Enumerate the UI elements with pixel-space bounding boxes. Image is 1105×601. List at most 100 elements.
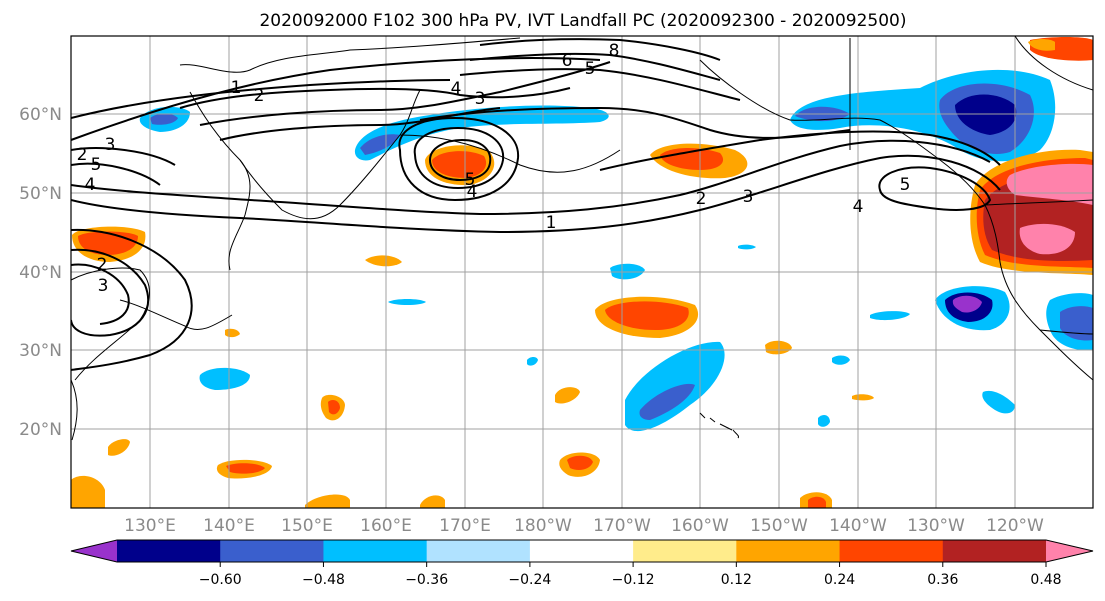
contour-label: 4 [853,197,864,217]
anomaly-small-neg-7 [527,357,538,366]
lon-label: 150°E [281,516,333,536]
map-frame [70,35,1094,509]
lon-label: 130°E [124,516,176,536]
colorbar-extend-low [71,540,117,562]
coastlines [71,36,1093,441]
anomaly-160w-pos [660,147,724,170]
anomaly-ne-corner-edge [1028,39,1055,51]
contour-label: 1 [231,78,242,98]
anomaly-small-pos-4-core [567,455,593,470]
contour-label: 2 [97,255,108,275]
contour-label: 3 [475,89,486,109]
colorbar-segment [220,540,324,562]
colorbar-segment [942,540,1047,562]
lon-label: 140°W [829,516,887,536]
contour-label: 4 [467,182,478,202]
colorbar-tick-label: −0.24 [508,572,551,588]
colorbar-segment [736,540,841,562]
anomaly-baja-neg-core [1060,306,1093,341]
lon-label: 130°W [907,516,965,536]
colorbar-tick-label: 0.36 [927,572,958,588]
border-us-canada [984,199,1093,206]
lon-label: 180°W [514,516,572,536]
pv-cutoff-inner [428,138,492,182]
anomaly-cutoff-pos [432,151,487,178]
coast-hawaii [699,412,739,439]
border-canada-north [1014,36,1093,91]
coast-north-america-west [984,204,1093,381]
anomaly-westcoast-peak-south [1019,223,1075,255]
lat-label: 30°N [19,341,62,361]
pv-contour-west-2 [71,147,176,166]
colorbar-tick-label: 0.24 [824,572,855,588]
pv-contour-west-4 [71,263,130,325]
anomaly-okhotsk-neg-core [150,113,178,125]
colorbar-tick-label: −0.12 [612,572,655,588]
pv-contour-west-3 [71,248,150,337]
coast-japan [119,299,233,330]
lat-label: 60°N [19,105,62,125]
colorbar-outline [70,539,1094,563]
contour-label: 2 [254,86,265,106]
pv-contour-trough [878,166,992,211]
contour-label: 4 [451,79,462,99]
lon-label: 120°W [986,516,1044,536]
anomaly-small-pos-7 [108,439,130,456]
anomaly-aleutian-neg-core [360,134,400,155]
map-panel: 1 2 1 2 3 4 5 6 8 4 5 3 4 5 2 3 2 3 4 5 [70,35,1094,509]
colorbar-ticks: −0.60 −0.48 −0.36 −0.24 −0.12 0.12 0.24 0.36 0.4… [199,562,1062,588]
contour-label: 8 [609,41,620,61]
colorbar-segment [117,540,221,562]
coast-alaska-south [699,59,986,206]
contour-label: 3 [98,276,109,296]
colorbar-segment [323,540,428,562]
lon-label: 170°E [439,516,491,536]
anomaly-small-neg-9 [982,390,1015,414]
anomaly-small-pos-10-core [808,496,826,508]
contour-label: 5 [465,170,476,190]
pv-contour-line-1 [71,79,451,119]
colorbar-tick-label: −0.36 [405,572,448,588]
lat-label: 40°N [19,263,62,283]
contour-label: 6 [562,51,573,71]
lon-label: 150°W [750,516,808,536]
colorbar: −0.60 −0.48 −0.36 −0.24 −0.12 0.12 0.24 0.36 0.4… [70,539,1094,588]
anomaly-small-neg-2 [388,299,426,305]
anomaly-small-neg-6 [738,244,756,250]
pv-contour-west-1 [71,162,161,186]
pv-contour-line-2 [179,87,571,109]
contour-label: 2 [696,189,707,209]
colorbar-segment [633,540,737,562]
pv-contour-line-8 [479,38,721,61]
anomaly-sw-corner-pos [71,475,105,508]
pv-contour-southern-1 [71,154,1001,234]
contour-label: 2 [77,145,88,165]
contour-label: 4 [85,175,96,195]
contour-label: 5 [91,155,102,175]
contour-label: 1 [546,213,557,233]
pv-contour-line-6 [469,52,721,81]
contour-label: 5 [585,59,596,79]
colorbar-tick-label: 0.12 [721,572,752,588]
anomaly-small-pos-11 [305,494,350,508]
coast-aleutians [399,134,621,173]
anomaly-small-pos-12 [420,495,445,508]
anomaly-small-pos-3 [555,387,580,404]
figure-title: 2020092000 F102 300 hPa PV, IVT Landfall… [259,11,906,31]
anomaly-small-pos-1 [365,255,402,267]
colorbar-segments [117,540,1047,562]
anomaly-small-neg-8 [818,414,830,427]
lon-label: 170°W [593,516,651,536]
colorbar-segment [839,540,944,562]
contour-label: 3 [743,187,754,207]
latitude-labels: 60°N 50°N 40°N 30°N 20°N [19,105,62,440]
coast-siberia [179,37,521,73]
anomaly-hawaii-neg-core [639,383,695,420]
contour-label: 5 [900,175,911,195]
pv-contours [71,38,1001,371]
anomaly-westcoast-peak-north [1006,163,1093,205]
lon-label: 160°W [671,516,729,536]
pv-contour-line-3 [199,61,611,126]
colorbar-tick-label: 0.48 [1030,572,1061,588]
